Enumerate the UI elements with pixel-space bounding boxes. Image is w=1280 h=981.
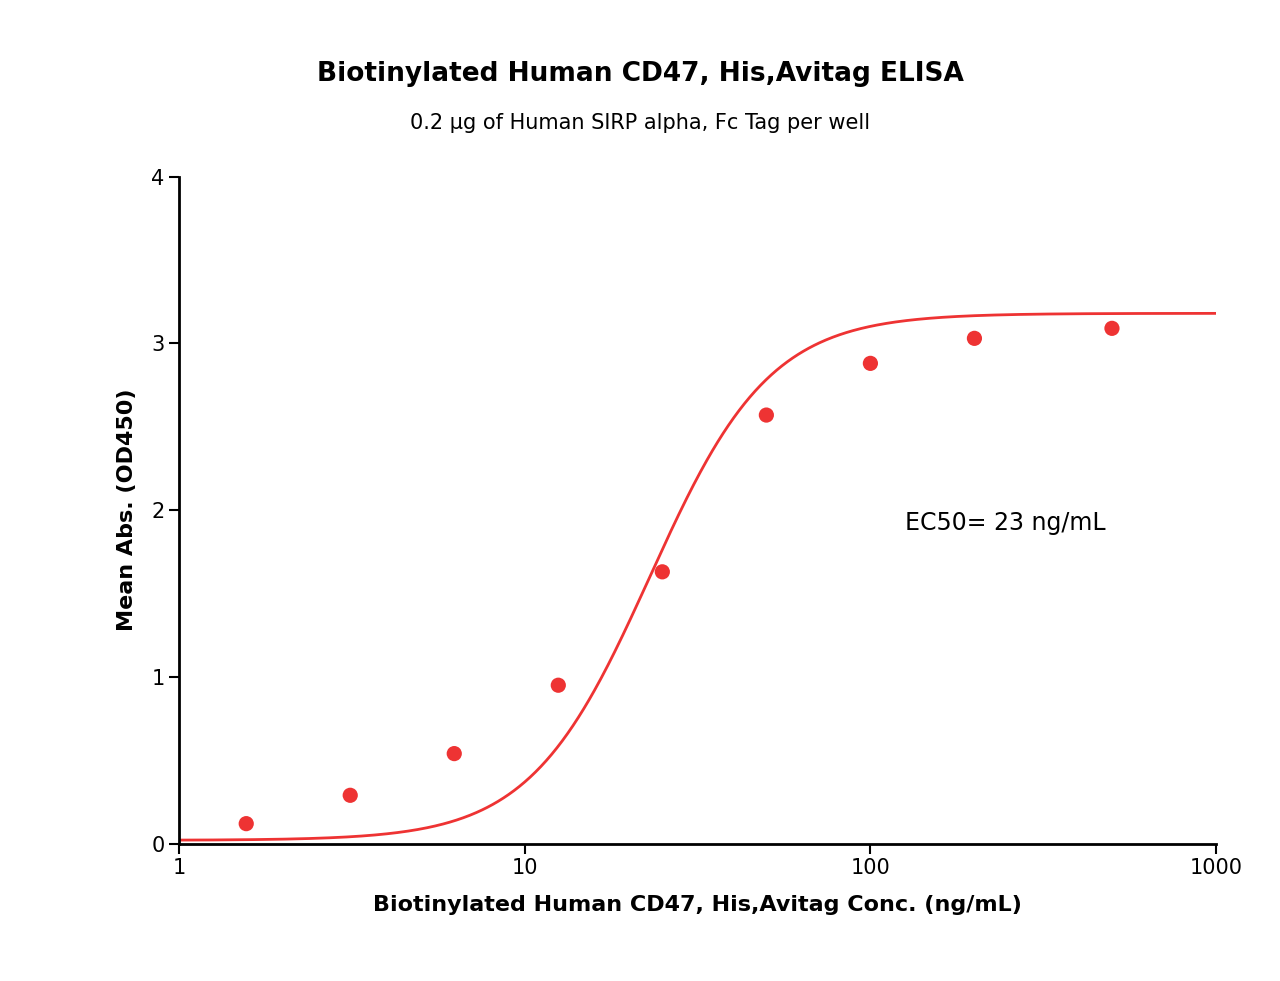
Text: EC50= 23 ng/mL: EC50= 23 ng/mL bbox=[905, 511, 1106, 536]
Point bbox=[548, 677, 568, 693]
Point bbox=[652, 564, 672, 580]
Point bbox=[1102, 321, 1123, 336]
Text: 0.2 μg of Human SIRP alpha, Fc Tag per well: 0.2 μg of Human SIRP alpha, Fc Tag per w… bbox=[410, 113, 870, 132]
Point bbox=[236, 816, 256, 832]
X-axis label: Biotinylated Human CD47, His,Avitag Conc. (ng/mL): Biotinylated Human CD47, His,Avitag Conc… bbox=[374, 895, 1021, 915]
Y-axis label: Mean Abs. (OD450): Mean Abs. (OD450) bbox=[118, 388, 137, 632]
Point bbox=[756, 407, 777, 423]
Point bbox=[444, 746, 465, 761]
Text: Biotinylated Human CD47, His,Avitag ELISA: Biotinylated Human CD47, His,Avitag ELIS… bbox=[316, 61, 964, 86]
Point bbox=[860, 355, 881, 371]
Point bbox=[964, 331, 984, 346]
Point bbox=[340, 788, 361, 803]
